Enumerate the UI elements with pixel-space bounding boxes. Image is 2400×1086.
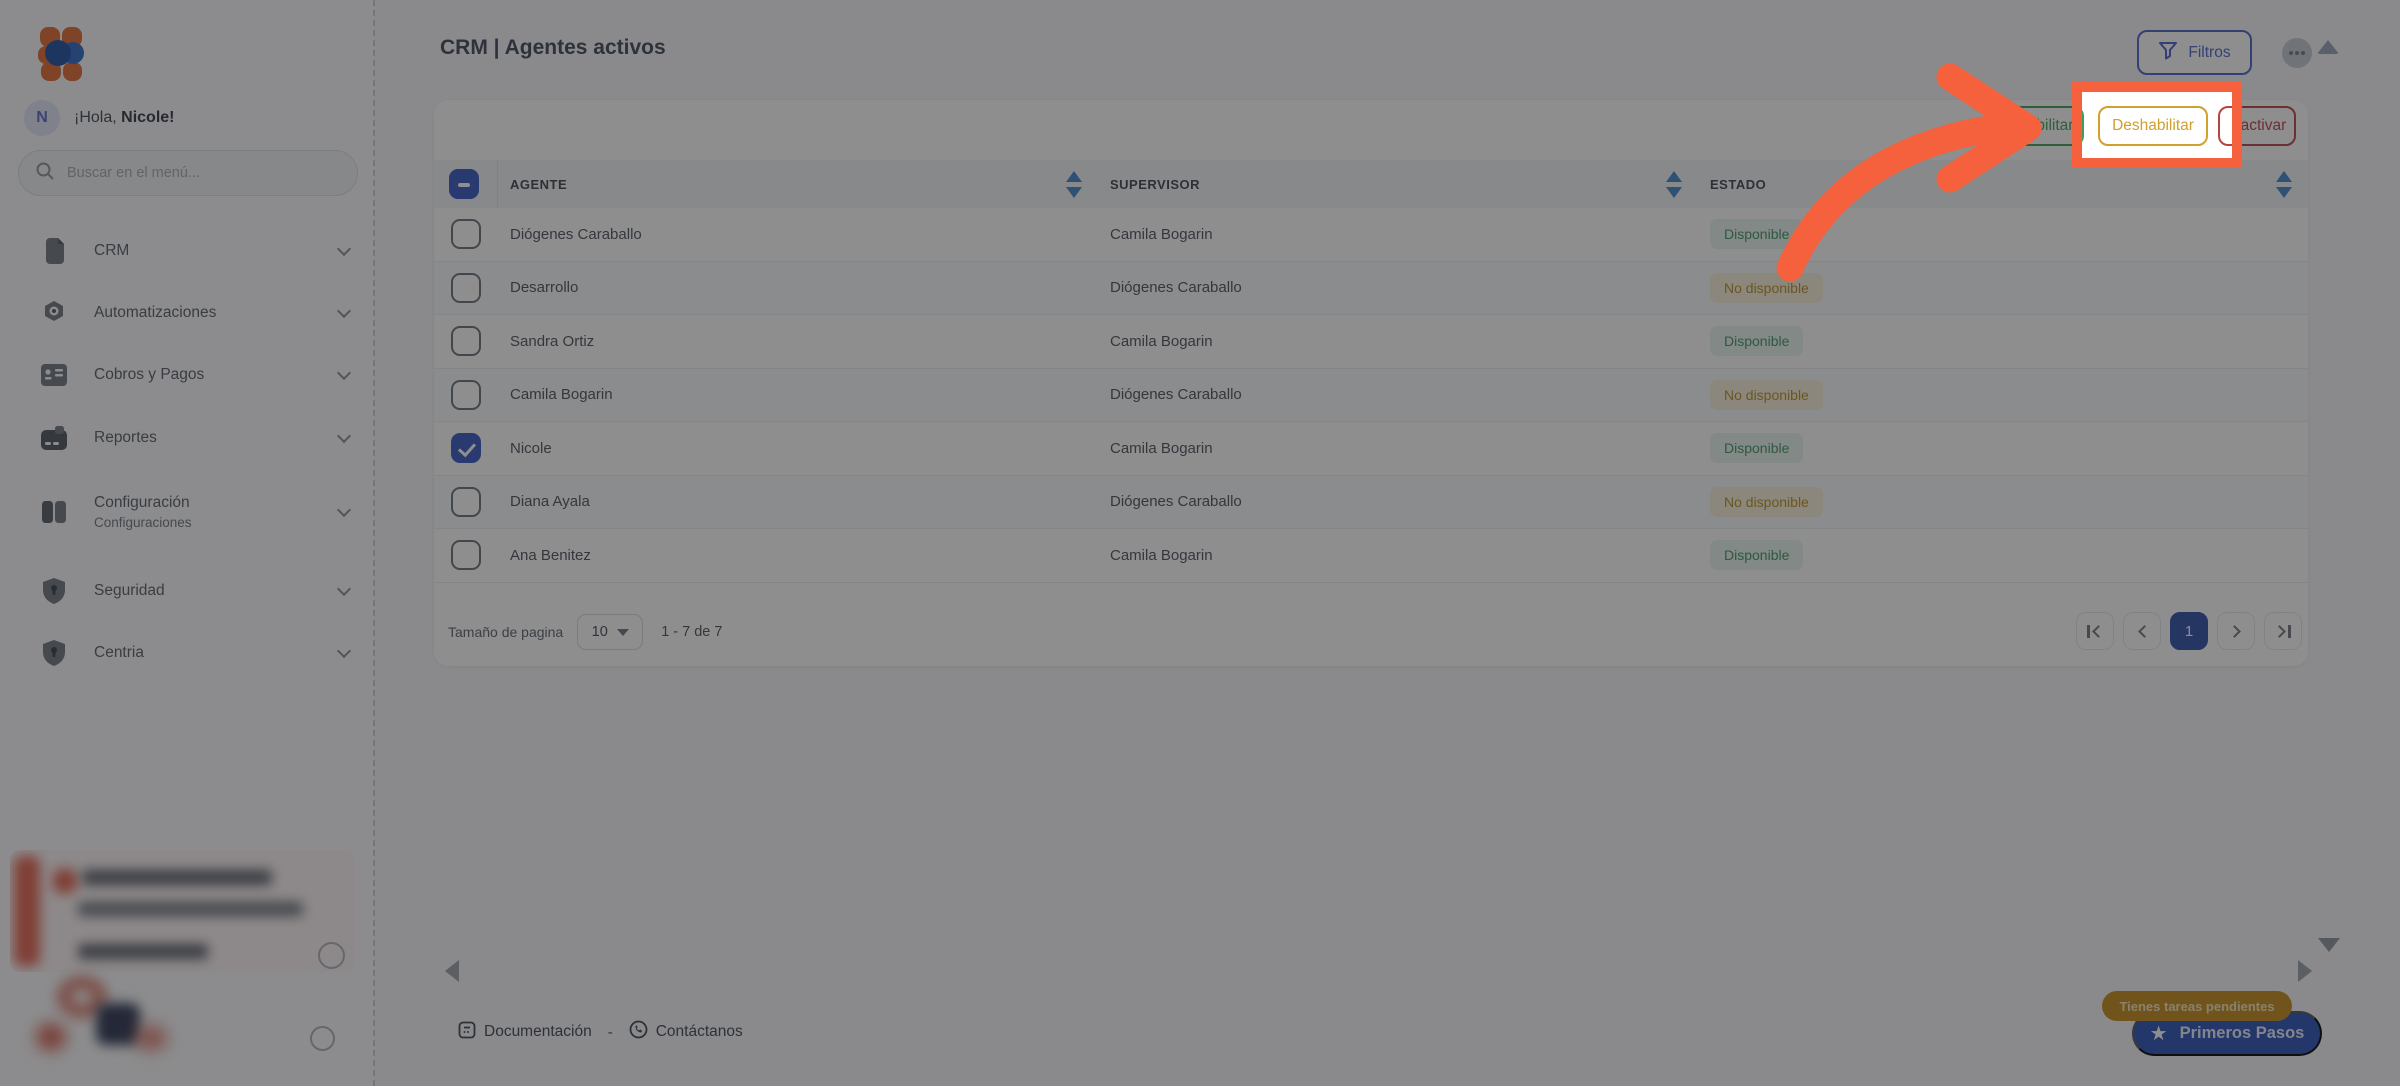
deactivate-button-sliver: Inactivar (2218, 106, 2232, 146)
tutorial-highlight-box: Habilitar Deshabilitar Inactivar (2072, 82, 2242, 168)
enable-button-sliver: Habilitar (2082, 106, 2084, 146)
disable-button-highlighted[interactable]: Deshabilitar (2098, 106, 2208, 146)
